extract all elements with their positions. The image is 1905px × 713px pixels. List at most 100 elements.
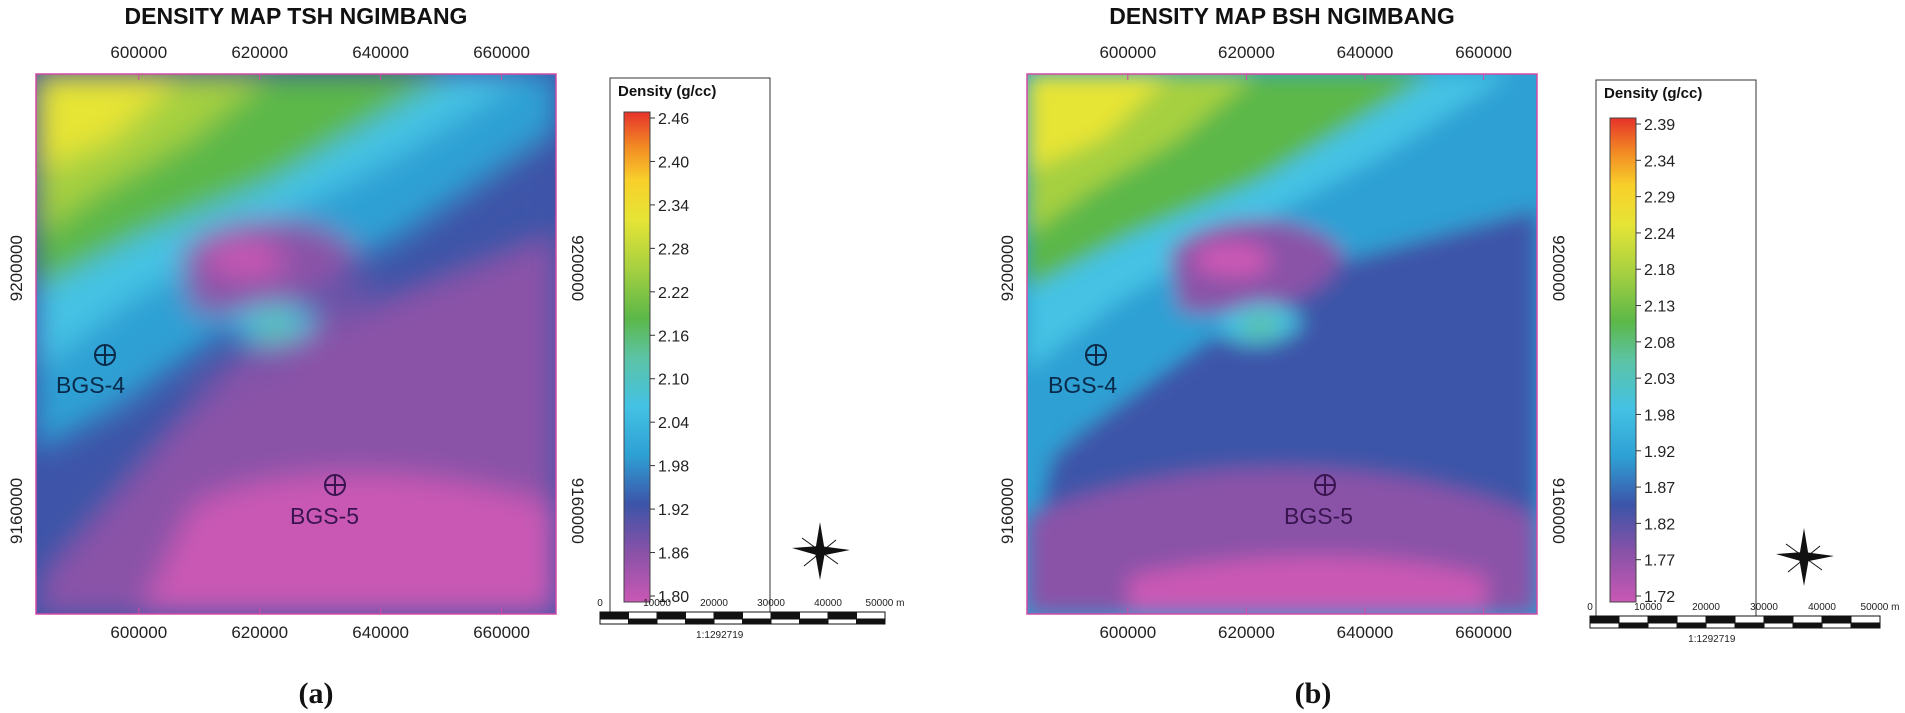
- density-map: [1027, 74, 1537, 614]
- well-marker: BGS-5: [1284, 474, 1353, 529]
- x-tick-label-bottom: 600000: [1099, 623, 1156, 642]
- colorbar-tick-label: 2.34: [1644, 153, 1675, 170]
- scale-segment: [799, 618, 829, 625]
- scale-label: 0: [597, 598, 603, 609]
- colorbar-tick-label: 1.98: [658, 459, 689, 476]
- scale-label: 50000 m: [1861, 602, 1900, 613]
- panel-label-open: (: [299, 677, 309, 710]
- compass-diagonal: [803, 539, 837, 567]
- panel-label-letter: a: [309, 677, 324, 710]
- contour-region: [36, 128, 556, 587]
- panel-label: (a): [299, 677, 334, 710]
- colorbar-tick-label: 2.10: [658, 372, 689, 389]
- contour-region: [1241, 314, 1282, 337]
- y-tick-label-right: 9160000: [568, 478, 587, 544]
- colorbar-tick-label: 2.34: [658, 198, 689, 215]
- scale-segment: [628, 618, 658, 625]
- scale-segment: [1763, 615, 1794, 624]
- map-frame: [1026, 73, 1538, 615]
- colorbar-tick-label: 1.82: [1644, 516, 1675, 533]
- scale-ratio: 1:1292719: [1688, 634, 1736, 645]
- scale-segment: [770, 618, 800, 625]
- scale-label: 10000: [643, 598, 671, 609]
- contour-region: [140, 473, 556, 614]
- panel-label-letter: b: [1305, 677, 1322, 710]
- y-tick-label-left: 9200000: [998, 235, 1017, 301]
- scale-segment: [1821, 615, 1852, 624]
- scale-segment: [1734, 615, 1765, 624]
- y-tick-label-left: 9200000: [7, 235, 26, 301]
- scale-label: 40000: [1808, 602, 1836, 613]
- well-label: BGS-5: [290, 503, 359, 529]
- colorbar-tick-label: 2.13: [1644, 299, 1675, 316]
- panel-b: DENSITY MAP BSH NGIMBANG 600000 600000 6200…: [998, 3, 1899, 710]
- colorbar-title: Density (g/cc): [618, 83, 716, 100]
- x-tick-label-bottom: 600000: [110, 623, 167, 642]
- well-marker: BGS-5: [290, 474, 359, 529]
- contour-region: [1027, 74, 1170, 172]
- scale-segment: [1792, 622, 1823, 629]
- well-label: BGS-4: [1048, 372, 1117, 398]
- scale-segment: [628, 611, 658, 620]
- scale-segment: [742, 618, 772, 625]
- scale-segment: [1792, 615, 1823, 624]
- x-tick-label-top: 640000: [352, 43, 409, 62]
- colorbar-tick-label: 2.24: [1644, 226, 1675, 243]
- scale-label: 30000: [757, 598, 785, 609]
- scale-segment: [1647, 615, 1678, 624]
- panel-label-open: (: [1295, 677, 1305, 710]
- colorbar: Density (g/cc) 2.46 2.40 2.34 2.28 2.22 2.16 2.…: [609, 77, 771, 617]
- x-tick-label-top: 640000: [1337, 43, 1394, 62]
- colorbar-tick-label: 2.08: [1644, 335, 1675, 352]
- scale-segment: [713, 611, 743, 620]
- contour-group: [36, 74, 556, 614]
- colorbar-tick-label: 2.03: [1644, 371, 1675, 388]
- well-marker: BGS-4: [56, 344, 125, 398]
- contour-region: [1129, 555, 1486, 614]
- colorbar-tick-label: 1.87: [1644, 480, 1675, 497]
- y-tick-label-left: 9160000: [7, 478, 26, 544]
- contour-region: [1027, 74, 1512, 371]
- x-tick-label-top: 660000: [473, 43, 530, 62]
- chart-title: DENSITY MAP TSH NGIMBANG: [125, 3, 468, 29]
- colorbar-gradient: [1609, 117, 1637, 603]
- north-arrow-icon: [1776, 528, 1834, 586]
- scale-label: 0: [1587, 602, 1593, 613]
- x-tick-label-top: 600000: [110, 43, 167, 62]
- y-tick-label-right: 9160000: [1549, 478, 1568, 544]
- scale-label: 20000: [700, 598, 728, 609]
- scale-label: 10000: [1634, 602, 1662, 613]
- colorbar-gradient: [623, 111, 651, 603]
- colorbar-title: Density (g/cc): [1604, 85, 1702, 102]
- scale-segment: [599, 618, 629, 625]
- panel-a: DENSITY MAP TSH NGIMBANG 600000 600000 6200…: [7, 3, 904, 710]
- colorbar-tick-label: 1.92: [1644, 444, 1675, 461]
- scale-segment: [1821, 622, 1852, 629]
- scale-segment: [656, 611, 686, 620]
- scale-segment: [1676, 615, 1707, 624]
- x-tick-label-top: 660000: [1455, 43, 1512, 62]
- scale-segment: [685, 618, 715, 625]
- scale-segment: [827, 611, 857, 620]
- x-tick-label-top: 620000: [1218, 43, 1275, 62]
- x-tick-label-bottom: 640000: [352, 623, 409, 642]
- scale-segment: [1850, 622, 1881, 629]
- compass-needle: [792, 546, 850, 556]
- scale-segment: [1705, 622, 1736, 629]
- contour-region: [1027, 74, 1257, 236]
- contour-region: [1027, 74, 1435, 290]
- panel-label-close: ): [324, 677, 334, 710]
- panel-label: (b): [1295, 677, 1332, 710]
- colorbar-tick-label: 2.29: [1644, 190, 1675, 207]
- scale-segment: [1647, 622, 1678, 629]
- north-arrow-icon: [792, 522, 850, 580]
- scale-ratio: 1:1292719: [696, 630, 744, 641]
- contour-region: [1195, 241, 1272, 278]
- scale-segment: [713, 618, 743, 625]
- contour-region: [36, 74, 182, 172]
- scale-segment: [1705, 615, 1736, 624]
- contour-region: [254, 314, 296, 337]
- x-tick-label-bottom: 660000: [473, 623, 530, 642]
- scale-segment: [827, 618, 857, 625]
